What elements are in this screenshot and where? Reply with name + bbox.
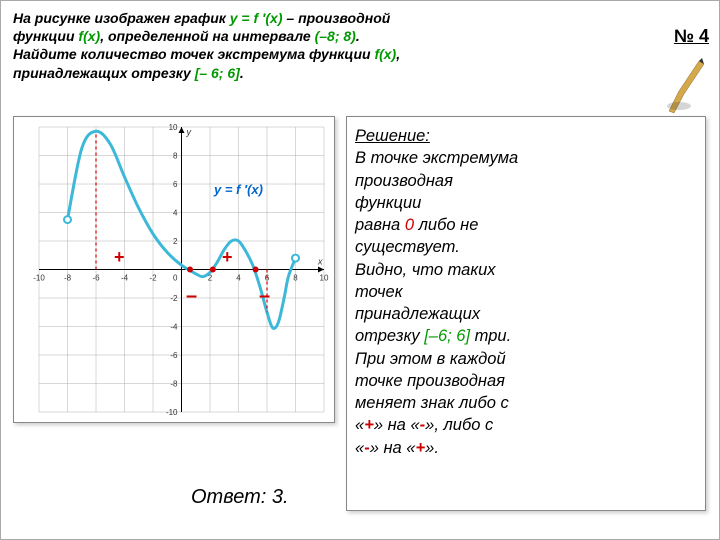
svg-text:-6: -6 [92,274,100,283]
svg-text:8: 8 [293,274,298,283]
problem-text-part: функции [13,28,78,44]
svg-text:0: 0 [173,274,178,283]
svg-text:4: 4 [236,274,241,283]
svg-text:y: y [186,127,192,137]
svg-text:4: 4 [173,209,178,218]
solution-line: » [370,439,379,457]
svg-text:x: x [317,257,323,267]
solution-line: В точке экстремума [355,149,518,167]
solution-line: существует. [355,238,460,256]
chart-panel: -10-8-6-4-2246810-10-8-6-4-22468100xy y … [13,116,335,423]
problem-text: На рисунке изображен график y = f ′(x) –… [13,9,654,82]
interval-notation: (–8; 8) [315,28,356,44]
svg-text:-6: -6 [170,351,178,360]
svg-text:-4: -4 [121,274,129,283]
derivative-chart: -10-8-6-4-2246810-10-8-6-4-22468100xy [14,117,334,422]
problem-number: № 4 [674,26,709,46]
plus-sign: + [222,247,233,268]
problem-text-part: , определенной на интервале [100,28,314,44]
svg-text:-2: -2 [149,274,157,283]
svg-text:-10: -10 [33,274,45,283]
pen-icon [664,56,709,116]
svg-text:-10: -10 [166,408,178,417]
svg-text:8: 8 [173,152,178,161]
svg-text:10: 10 [320,274,329,283]
svg-text:2: 2 [173,237,178,246]
solution-panel: Решение: В точке экстремума производная … [346,116,706,511]
plus-sign: + [415,439,425,457]
zero-value: 0 [405,216,414,234]
problem-text-part: – производной [283,10,391,26]
solution-line: либо не [414,216,478,234]
solution-line: . [434,439,439,457]
minus-sign: – [259,285,270,308]
answer-text: Ответ: 3. [191,486,289,509]
svg-text:-4: -4 [170,323,178,332]
svg-text:10: 10 [169,123,178,132]
svg-text:-8: -8 [170,380,178,389]
solution-title: Решение: [355,127,430,145]
solution-line: » [425,439,434,457]
plus-sign: + [364,416,374,434]
solution-line: точке производная [355,372,505,390]
solution-line: отрезку [355,327,424,345]
solution-line: Видно, что таких [355,261,496,279]
solution-line: » [425,416,434,434]
solution-line: , либо с [434,416,493,434]
page-container: На рисунке изображен график y = f ′(x) –… [0,0,720,540]
function-notation: f(x) [78,28,100,44]
solution-line: точек [355,283,403,301]
plus-sign: + [114,247,125,268]
svg-text:6: 6 [173,180,178,189]
solution-line: » [374,416,383,434]
function-notation: y = f ′(x) [230,10,283,26]
svg-text:-8: -8 [64,274,72,283]
solution-line: меняет знак либо с [355,394,509,412]
solution-line: равна [355,216,405,234]
problem-text-part: Найдите количество точек экстремума функ… [13,46,374,62]
chart-function-label: y = f ′(x) [214,182,263,197]
problem-number-badge: № 4 [674,26,709,47]
function-notation: f(x) [374,46,396,62]
svg-text:-2: -2 [170,294,178,303]
problem-text-part: . [356,28,360,44]
solution-line: производная [355,172,453,190]
interval-notation: [– 6; 6] [195,65,240,81]
problem-text-part: . [240,65,244,81]
solution-line: При этом в каждой [355,350,506,368]
problem-text-part: , [396,46,400,62]
solution-line: « [355,416,364,434]
solution-line: на « [379,439,416,457]
solution-line: функции [355,194,421,212]
problem-text-part: принадлежащих отрезку [13,65,195,81]
solution-line: на « [383,416,420,434]
interval-notation: [–6; 6] [424,327,470,345]
solution-line: принадлежащих [355,305,480,323]
solution-line: три. [470,327,511,345]
solution-line: « [355,439,364,457]
minus-sign: – [186,285,197,308]
problem-text-part: На рисунке изображен график [13,10,230,26]
